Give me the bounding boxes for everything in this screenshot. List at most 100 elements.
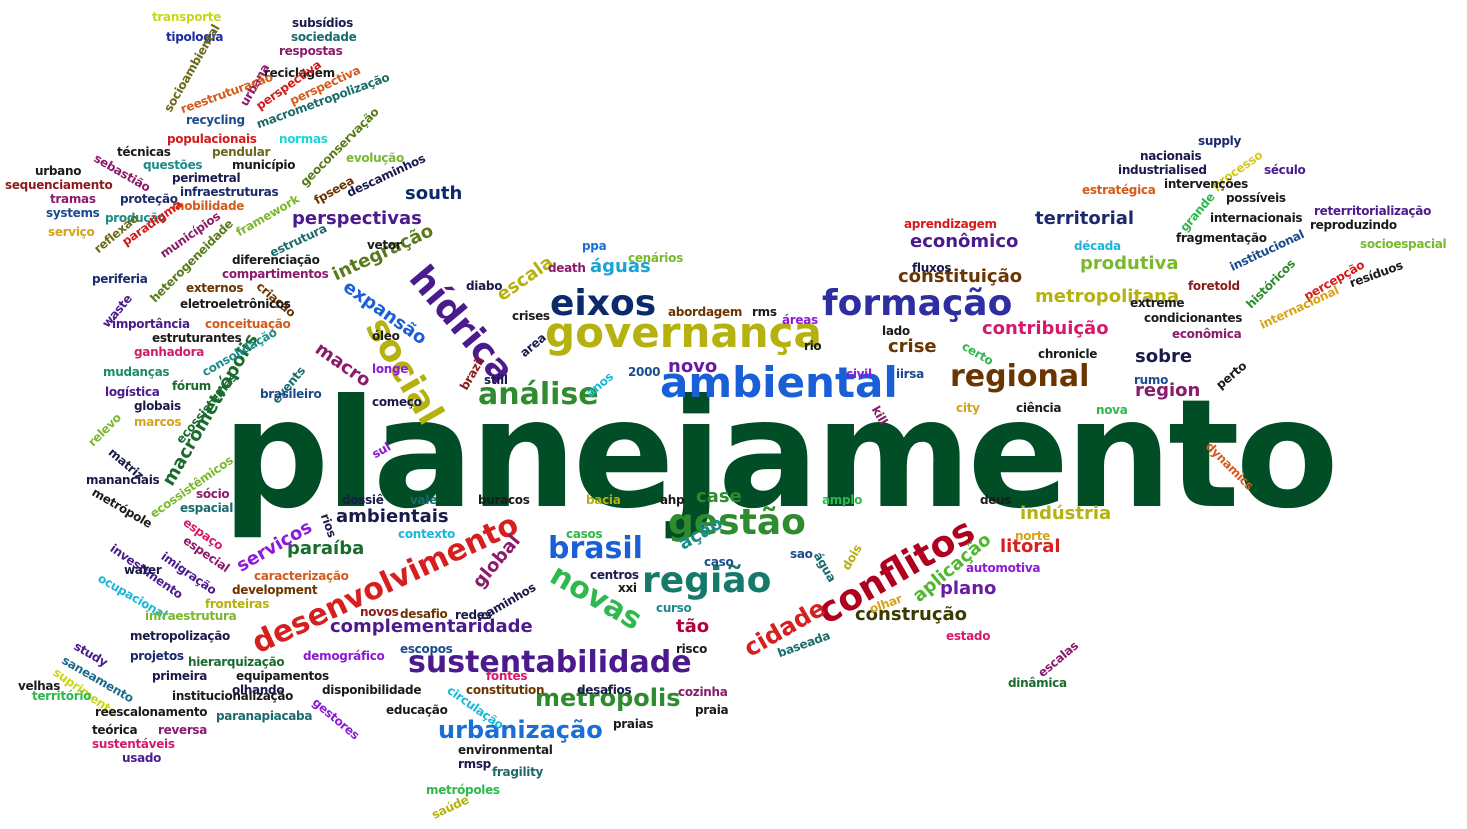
word: constituição bbox=[898, 266, 1023, 287]
word: casos bbox=[566, 527, 603, 541]
word: água bbox=[810, 549, 839, 585]
word: conceituação bbox=[205, 317, 291, 331]
word: recycling bbox=[186, 113, 245, 127]
word: institucionalização bbox=[172, 689, 294, 703]
word: estado bbox=[946, 629, 991, 643]
word: case bbox=[696, 486, 742, 507]
word: ganhadora bbox=[134, 345, 205, 359]
word: fontes bbox=[486, 669, 528, 683]
word: paraíba bbox=[287, 538, 365, 559]
word: saúde bbox=[429, 792, 471, 822]
word: aprendizagem bbox=[904, 217, 997, 231]
word: infraestrutura bbox=[145, 609, 237, 623]
word: risco bbox=[676, 642, 708, 656]
word: environmental bbox=[458, 743, 553, 757]
word: espacial bbox=[180, 501, 234, 515]
word: still bbox=[484, 373, 508, 387]
word: centros bbox=[590, 568, 639, 582]
word: usado bbox=[122, 751, 162, 765]
word: metrópole bbox=[89, 485, 155, 531]
word: civil bbox=[846, 367, 872, 381]
word: ambiental bbox=[660, 358, 898, 407]
word: análise bbox=[478, 377, 599, 412]
word: águas bbox=[590, 256, 651, 277]
word: urbano bbox=[35, 164, 82, 178]
word: eixos bbox=[550, 283, 657, 324]
word: periferia bbox=[92, 272, 148, 286]
word: sustentabilidade bbox=[408, 645, 692, 680]
word: estratégica bbox=[1082, 183, 1156, 197]
word: vale bbox=[410, 493, 437, 507]
word: possíveis bbox=[1226, 191, 1286, 205]
word: compartimentos bbox=[222, 267, 329, 281]
word: nacionais bbox=[1140, 149, 1202, 163]
word: técnicas bbox=[117, 145, 171, 159]
word: econômica bbox=[1172, 327, 1242, 341]
word: rms bbox=[752, 305, 777, 319]
word: territorial bbox=[1035, 208, 1135, 229]
word: sobre bbox=[1135, 346, 1193, 367]
word: deus bbox=[980, 493, 1012, 507]
word: velhas bbox=[18, 679, 61, 693]
word: município bbox=[232, 158, 296, 172]
word: industrialised bbox=[1118, 163, 1207, 177]
word: externos bbox=[186, 281, 244, 295]
word: fragmentação bbox=[1176, 231, 1267, 245]
word: development bbox=[232, 583, 318, 597]
word: questões bbox=[143, 158, 203, 172]
word: importância bbox=[112, 317, 190, 331]
word: equipamentos bbox=[236, 669, 329, 683]
word: educação bbox=[386, 703, 448, 717]
word: tipologia bbox=[166, 30, 224, 44]
word: litoral bbox=[1000, 536, 1061, 557]
word: lado bbox=[882, 324, 910, 338]
word: norte bbox=[1015, 529, 1051, 543]
word: iirsa bbox=[896, 367, 924, 381]
word: históricos bbox=[1243, 256, 1298, 312]
word: novos bbox=[360, 605, 399, 619]
word: intervenções bbox=[1164, 177, 1248, 191]
word: metropolização bbox=[130, 629, 230, 643]
word: começo bbox=[372, 395, 422, 409]
word: demográfico bbox=[303, 649, 385, 663]
word: sequenciamento bbox=[5, 178, 113, 192]
word: bacia bbox=[586, 493, 621, 507]
word: fórum bbox=[172, 379, 211, 393]
word: fragility bbox=[492, 765, 544, 779]
word: extreme bbox=[1130, 296, 1185, 310]
word: marcos bbox=[134, 415, 182, 429]
word: xxi bbox=[618, 581, 637, 595]
word: subsídios bbox=[292, 16, 353, 30]
word: produtiva bbox=[1080, 253, 1179, 274]
word: região bbox=[642, 560, 772, 601]
word: curso bbox=[656, 601, 692, 615]
word: caso bbox=[704, 555, 734, 569]
word: planejamento bbox=[222, 368, 1339, 542]
word: respostas bbox=[279, 44, 343, 58]
word: death bbox=[548, 261, 586, 275]
word: globais bbox=[134, 399, 181, 413]
word: proteção bbox=[120, 192, 178, 206]
word: praia bbox=[695, 703, 729, 717]
word: sociedade bbox=[291, 30, 357, 44]
word: supply bbox=[1198, 134, 1242, 148]
word: internacionais bbox=[1210, 211, 1303, 225]
word: abordagem bbox=[668, 305, 743, 319]
word: automotiva bbox=[966, 561, 1041, 575]
word: escopos bbox=[400, 642, 453, 656]
word: novo bbox=[668, 356, 718, 377]
word: sao bbox=[790, 547, 813, 561]
word: crise bbox=[888, 336, 937, 357]
word: eletroeletrônicos bbox=[180, 297, 291, 311]
word: city bbox=[956, 401, 980, 415]
word: area bbox=[517, 330, 549, 360]
word: gestão bbox=[668, 502, 806, 543]
word: contribuição bbox=[982, 318, 1109, 339]
word: nova bbox=[1096, 403, 1128, 417]
word: ciência bbox=[1016, 401, 1062, 415]
word: metropolitana bbox=[1035, 286, 1180, 307]
word: praias bbox=[613, 717, 654, 731]
word: perspectivas bbox=[292, 208, 422, 229]
word: reciclagem bbox=[264, 66, 335, 80]
